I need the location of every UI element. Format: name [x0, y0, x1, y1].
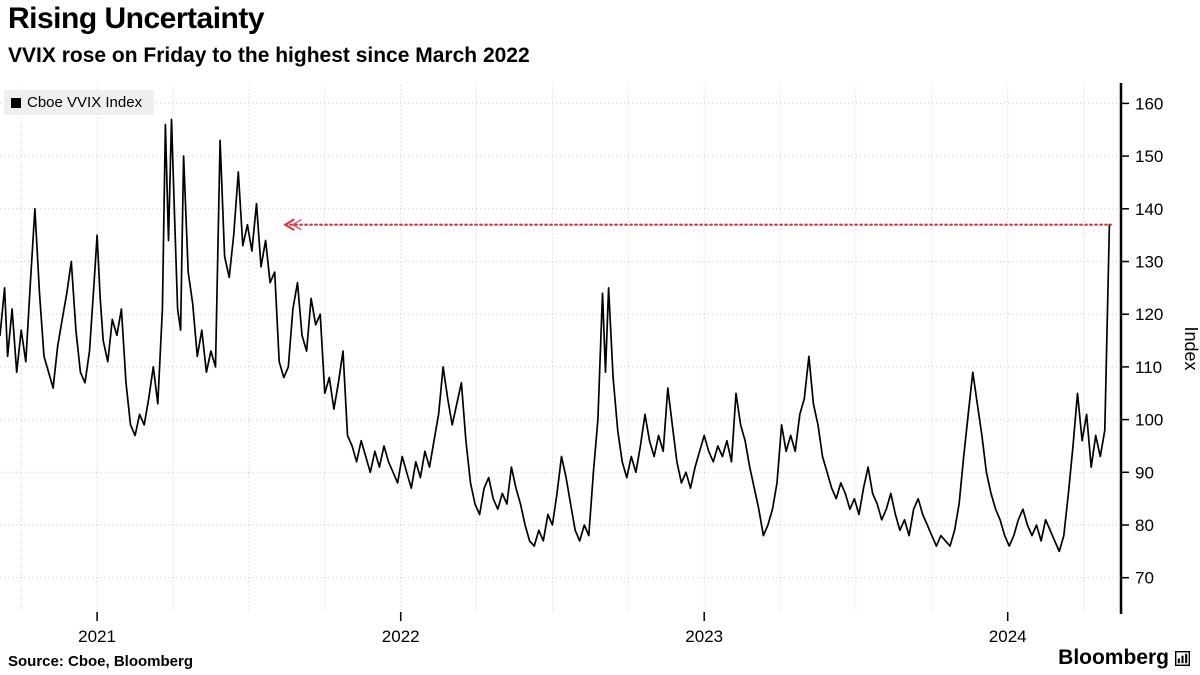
y-tick-label: 90: [1135, 463, 1154, 482]
highest-since-annotation: [283, 218, 1113, 232]
y-tick-label: 100: [1135, 411, 1163, 430]
left-arrowhead-icon: [291, 219, 302, 231]
y-tick-label: 70: [1135, 569, 1154, 588]
bloomberg-chart-icon: [1175, 650, 1190, 666]
left-arrowhead-icon: [283, 218, 295, 232]
y-tick-label: 160: [1135, 94, 1163, 113]
legend-series-marker-icon: [11, 97, 21, 108]
legend: Cboe VVIX Index: [4, 90, 155, 115]
x-axis: 2021 2022 2023 2024: [78, 612, 1027, 646]
source-note: Source: Cboe, Bloomberg: [8, 653, 194, 670]
y-tick-label: 110: [1135, 358, 1162, 377]
x-tick-label: 2024: [989, 627, 1027, 646]
legend-series-label: Cboe VVIX Index: [27, 94, 143, 111]
grid: [0, 85, 1120, 612]
bloomberg-wordmark: Bloomberg: [1058, 646, 1169, 669]
y-tick-label: 140: [1135, 200, 1163, 219]
bloomberg-logo: Bloomberg: [1058, 646, 1190, 670]
x-tick-label: 2022: [382, 627, 420, 646]
y-tick-label: 80: [1135, 516, 1154, 535]
x-tick-label: 2023: [685, 627, 723, 646]
y-axis: 70 80 90 100 110 120 130 140 150 160 Index: [1119, 83, 1200, 614]
y-tick-label: 120: [1135, 305, 1163, 324]
vvix-series-line: [0, 118, 1111, 553]
chart-title: Rising Uncertainty: [8, 2, 265, 35]
y-tick-label: 130: [1135, 252, 1163, 271]
vvix-line-chart: 70 80 90 100 110 120 130 140 150 160 Index 2021 2022…: [0, 83, 1200, 646]
chart-subtitle: VVIX rose on Friday to the highest since…: [8, 44, 530, 67]
y-tick-label: 150: [1135, 147, 1163, 166]
y-axis-title: Index: [1181, 326, 1200, 370]
x-tick-label: 2021: [78, 627, 116, 646]
